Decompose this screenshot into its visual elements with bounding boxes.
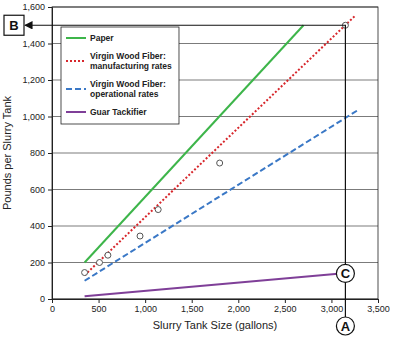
tick-label: 500 — [92, 304, 107, 314]
legend: Paper Virgin Wood Fiber:manufacturing rat… — [61, 27, 179, 124]
tick-label: 0 — [50, 304, 55, 314]
x-axis: 0 500 1,000 1,500 2,000 2,500 3,000 3,500 — [50, 299, 390, 314]
data-point — [155, 207, 161, 213]
plot-frame — [52, 7, 378, 299]
grid-line — [52, 189, 378, 190]
tick-mark — [238, 299, 239, 303]
tick-label: 1,500 — [181, 304, 204, 314]
tick: 400 — [30, 221, 52, 231]
tick: 2,000 — [228, 299, 251, 314]
legend-swatch — [66, 111, 86, 113]
tick-label: 1,600 — [22, 2, 45, 12]
tick: 600 — [30, 185, 52, 195]
x-axis-title: Slurry Tank Size (gallons) — [153, 319, 278, 331]
data-point — [137, 233, 143, 239]
tick: 0 — [50, 299, 55, 314]
tick: 2,500 — [274, 299, 297, 314]
data-line — [85, 25, 304, 262]
tick: 1,500 — [181, 299, 204, 314]
tick-mark — [285, 299, 286, 303]
tick-label: 3,500 — [367, 304, 390, 314]
tick-label: 1,000 — [22, 112, 45, 122]
data-line — [85, 109, 360, 281]
annotation-marker — [336, 317, 354, 335]
tick-mark — [48, 190, 52, 191]
annotation-label: B — [9, 18, 18, 33]
annotation-arrow — [25, 25, 345, 317]
tick: 200 — [30, 258, 52, 268]
annotations: A B C — [4, 15, 354, 335]
tick: 1,200 — [22, 75, 52, 85]
legend-label: Guar Tackifier — [90, 107, 147, 117]
tick-mark — [99, 299, 100, 303]
legend-label: Paper — [90, 33, 114, 43]
data-line — [85, 16, 355, 275]
grid-line — [52, 153, 378, 154]
data-point — [97, 260, 103, 266]
annotation-label: A — [341, 319, 351, 334]
tick: 500 — [92, 299, 107, 314]
tick-mark — [192, 299, 193, 303]
tick-label: 1,200 — [22, 75, 45, 85]
legend-box — [61, 27, 179, 124]
grid — [52, 7, 378, 299]
tick-mark — [48, 226, 52, 227]
legend-swatch — [66, 88, 86, 90]
axis-line — [53, 300, 379, 304]
tick-mark — [145, 299, 146, 303]
y-axis-title: Pounds per Slurry Tank — [1, 95, 13, 210]
annotation-label: C — [341, 266, 351, 281]
tick: 1,600 — [22, 2, 52, 12]
tick-label: 1,000 — [134, 304, 157, 314]
tick: 1,000 — [22, 112, 52, 122]
tick: 3,000 — [321, 299, 344, 314]
tick-mark — [378, 299, 379, 303]
tick-label: 800 — [30, 148, 45, 158]
data-point — [82, 270, 88, 276]
tick: 0 — [40, 294, 52, 304]
tick: 1,400 — [22, 39, 52, 49]
tick-label: 2,000 — [228, 304, 251, 314]
data-point — [217, 160, 223, 166]
tick-mark — [331, 299, 332, 303]
tick-label: 400 — [30, 221, 45, 231]
tick-mark — [48, 44, 52, 45]
tick-label: 1,400 — [22, 39, 45, 49]
y-axis: 0 200 400 600 800 1,000 1,200 1,400 1,600 — [22, 2, 52, 304]
tick-label: 200 — [30, 258, 45, 268]
grid-line — [52, 226, 378, 227]
tick: 1,000 — [134, 299, 157, 314]
data-line — [85, 273, 341, 296]
tick-label: 0 — [40, 294, 45, 304]
tick-mark — [48, 7, 52, 8]
tick-mark — [48, 263, 52, 264]
annotation-marker — [4, 15, 24, 35]
axis-line — [48, 8, 53, 300]
tick: 3,500 — [367, 299, 390, 314]
tick: 800 — [30, 148, 52, 158]
tick-mark — [48, 80, 52, 81]
legend-swatch — [66, 37, 86, 39]
tick-label: 2,500 — [274, 304, 297, 314]
legend-swatch — [66, 60, 86, 62]
legend-label: Virgin Wood Fiber:operational rates — [90, 79, 166, 99]
tick-mark — [48, 299, 52, 300]
chart: 0 500 1,000 1,500 2,000 2,500 3,000 3,500 0 200 40… — [0, 0, 393, 343]
tick-label: 3,000 — [321, 304, 344, 314]
tick-label: 600 — [30, 185, 45, 195]
tick-mark — [48, 117, 52, 118]
data-point — [105, 252, 111, 258]
legend-label: Virgin Wood Fiber:manufacturing rates — [90, 51, 172, 71]
annotation-marker — [336, 264, 354, 282]
plot-area — [82, 16, 360, 296]
tick-mark — [48, 153, 52, 154]
